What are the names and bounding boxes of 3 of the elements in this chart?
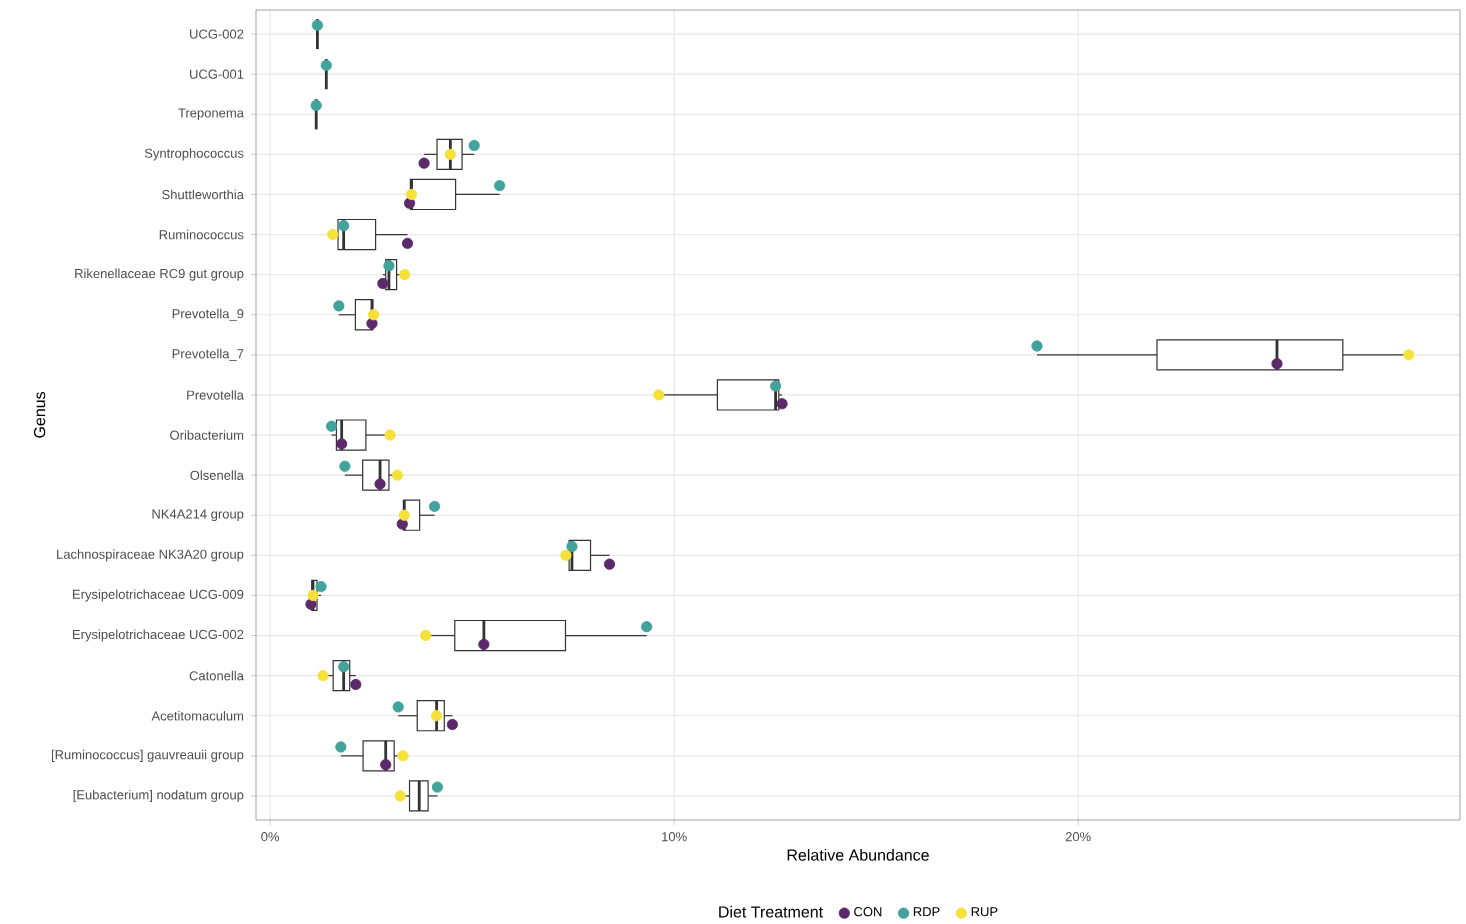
x-axis-title: Relative Abundance [787, 848, 929, 861]
y-axis-title: Genus [33, 391, 46, 438]
legend-title: Diet Treatment [719, 905, 823, 918]
